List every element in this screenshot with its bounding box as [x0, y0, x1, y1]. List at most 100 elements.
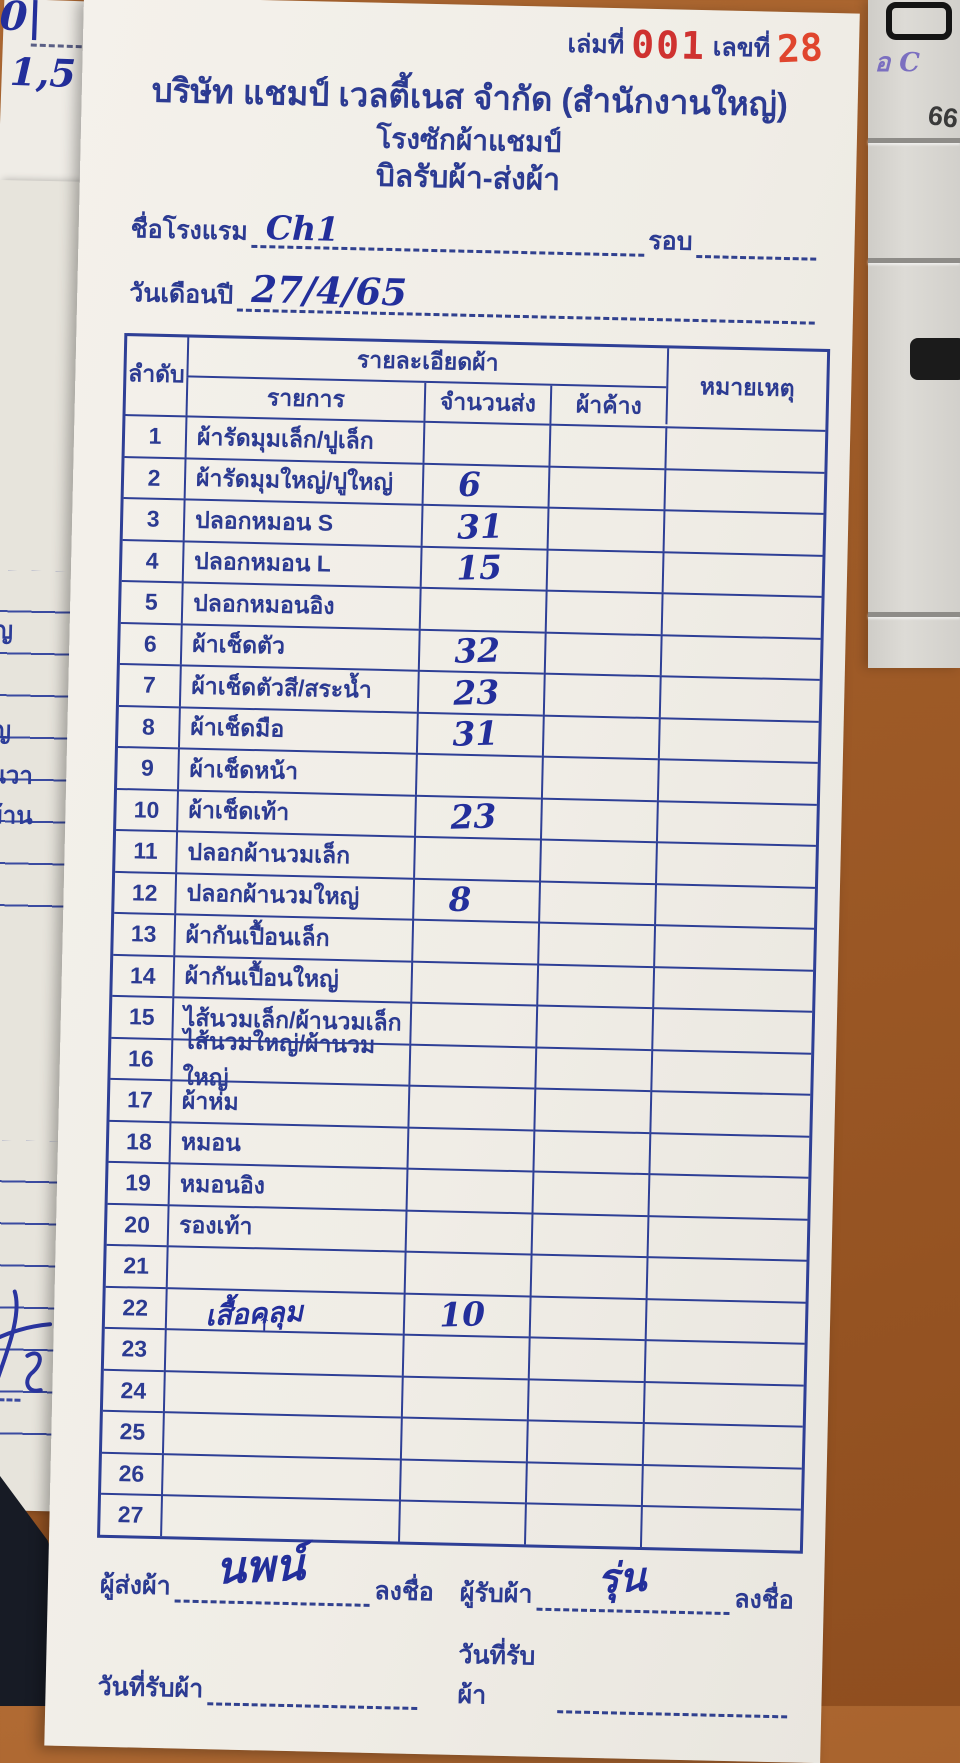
row-sent-qty: 10	[402, 1292, 530, 1337]
row-owed-qty	[543, 631, 661, 676]
row-item-label: ผ้าเช็ดมือ	[177, 705, 417, 753]
row-sent-qty: 6	[421, 462, 549, 507]
row-remark	[640, 1463, 802, 1509]
row-sent-qty: 32	[417, 628, 545, 673]
row-owed-qty	[535, 1004, 653, 1049]
hotel-handwritten-value: Ch1	[265, 208, 340, 249]
left-paper-signature-squiggle	[0, 1289, 53, 1393]
row-number: 15	[111, 994, 173, 1038]
receiver-label: ผู้รับผ้า	[459, 1578, 533, 1609]
row-owed-qty	[532, 1128, 650, 1174]
row-owed-qty	[538, 880, 656, 925]
row-number: 25	[101, 1409, 163, 1453]
book-number: 001	[630, 22, 707, 69]
sender-date-label: วันที่รับผ้า	[97, 1672, 204, 1704]
handwritten-mark: ↑	[256, 1314, 273, 1336]
row-sent-qty	[400, 1375, 528, 1420]
receiver-signature: รุ่น	[595, 1553, 647, 1603]
row-owed-qty	[530, 1211, 648, 1257]
row-number: 4	[121, 538, 183, 582]
sender-fill-line: นพน์	[174, 1539, 371, 1607]
row-sent-qty: 31	[415, 711, 543, 756]
hotel-line: ชื่อโรงแรม Ch1 รอบ	[130, 208, 821, 265]
row-remark	[651, 1007, 813, 1053]
row-item-label	[165, 1245, 405, 1293]
row-sent-qty: 8	[412, 877, 540, 922]
row-sent-qty: 15	[419, 545, 547, 590]
date-handwritten-value: 27/4/65	[250, 266, 408, 315]
bill-paper: เล่มที่ 001 เลขที่ 28 บริษัท แชมป์ เวลตี…	[44, 0, 860, 1763]
row-owed-qty	[542, 672, 660, 717]
row-sent-qty	[405, 1167, 533, 1212]
row-owed-qty	[529, 1253, 647, 1298]
row-item-label: ปลอกหมอน L	[181, 539, 421, 587]
sign-label-left: ลงชื่อ	[374, 1577, 435, 1607]
row-owed-qty	[546, 506, 664, 551]
receiver-signature-line: ผู้รับผ้า รุ่น ลงชื่อ	[459, 1553, 794, 1621]
row-remark	[644, 1297, 806, 1343]
row-item-label: หมอนอิง	[167, 1162, 407, 1210]
sender-date-fill-line	[206, 1702, 417, 1710]
white-device-right: อ C 66	[868, 0, 960, 668]
row-item-label: ปลอกหมอน S	[182, 498, 422, 546]
row-number: 21	[105, 1243, 167, 1287]
row-item-label: ผ้าเช็ดตัวสี/สระน้ำ	[178, 664, 418, 712]
row-sent-qty: 23	[416, 669, 544, 715]
row-sent-qty	[413, 835, 541, 881]
handwritten-quantity: 31	[451, 713, 499, 755]
row-item-label: ปลอกผ้านวมใหญ่	[174, 871, 414, 919]
row-owed-qty	[526, 1377, 644, 1423]
sender-signature: นพน์	[214, 1539, 306, 1595]
row-sent-qty: 23	[414, 794, 541, 839]
row-item-label: รองเท้า	[166, 1203, 406, 1251]
row-item-label: ผ้ารัดมุมเล็ก/ปูเล็ก	[184, 415, 424, 463]
handwritten-quantity: 31	[456, 506, 504, 547]
row-sent-qty	[409, 1001, 537, 1047]
left-paper-dashed-line	[0, 1397, 21, 1402]
row-owed-qty	[533, 1087, 651, 1132]
row-number: 10	[116, 787, 178, 831]
row-number: 5	[120, 580, 182, 623]
left-paper-fragment-3: ผ้าน	[0, 801, 33, 830]
row-owed-qty	[540, 755, 658, 800]
underlying-paper-left-strip: ญ ญ นวา ผ้าน ก	[0, 180, 86, 1512]
date-label: วันเดือนปี	[128, 279, 234, 310]
row-remark	[664, 426, 826, 472]
row-number: 9	[117, 745, 178, 789]
col-header-no: ลำดับ	[127, 360, 186, 388]
row-item-label: ผ้าเช็ดหน้า	[177, 747, 416, 795]
row-owed-qty	[539, 838, 656, 883]
row-remark	[653, 924, 815, 970]
col-header-item: รายการ	[185, 377, 425, 421]
row-item-label: ไส้นวมใหญ่/ผ้านวมใหญ่	[170, 1028, 410, 1091]
left-paper-fragment-1: ญ	[0, 716, 12, 745]
row-remark	[658, 675, 820, 721]
row-number: 1	[124, 414, 186, 457]
row-remark	[643, 1339, 805, 1385]
sender-signature-line: ผู้ส่งผ้า นพน์ ลงชื่อ	[100, 1539, 435, 1613]
row-sent-qty	[404, 1209, 532, 1254]
row-item-label: ปลอกผ้านวมเล็ก	[175, 830, 415, 878]
handwritten-quantity: 32	[453, 630, 501, 672]
handwritten-quantity: 23	[449, 796, 497, 838]
row-remark	[663, 467, 825, 513]
row-number: 24	[102, 1368, 164, 1412]
row-remark	[657, 716, 819, 762]
corner-dashed-line	[30, 43, 91, 49]
row-item-label: ปลอกหมอนอิง	[180, 581, 420, 629]
row-remark	[645, 1256, 807, 1302]
row-remark	[642, 1380, 804, 1426]
round-fill-line	[696, 254, 817, 261]
bill-table-body: 1 ผ้ารัดมุมเล็ก/ปูเล็ก 2 ผ้ารัดมุมใหญ่/ปูให…	[100, 414, 826, 1551]
row-remark	[650, 1048, 812, 1094]
row-number: 22	[104, 1285, 166, 1329]
row-number: 13	[113, 911, 175, 955]
hotel-label: ชื่อโรงแรม	[130, 215, 249, 246]
receiver-date-fill-line	[557, 1710, 788, 1719]
date-fill-line: 27/4/65	[236, 267, 815, 325]
corner-handwriting-2: 1,5	[9, 48, 77, 97]
row-number: 26	[101, 1451, 162, 1495]
row-item-label: ผ้ารัดมุมใหญ่/ปูใหญ่	[183, 456, 423, 504]
row-item-label	[163, 1328, 403, 1376]
handwritten-quantity: 23	[452, 672, 500, 713]
